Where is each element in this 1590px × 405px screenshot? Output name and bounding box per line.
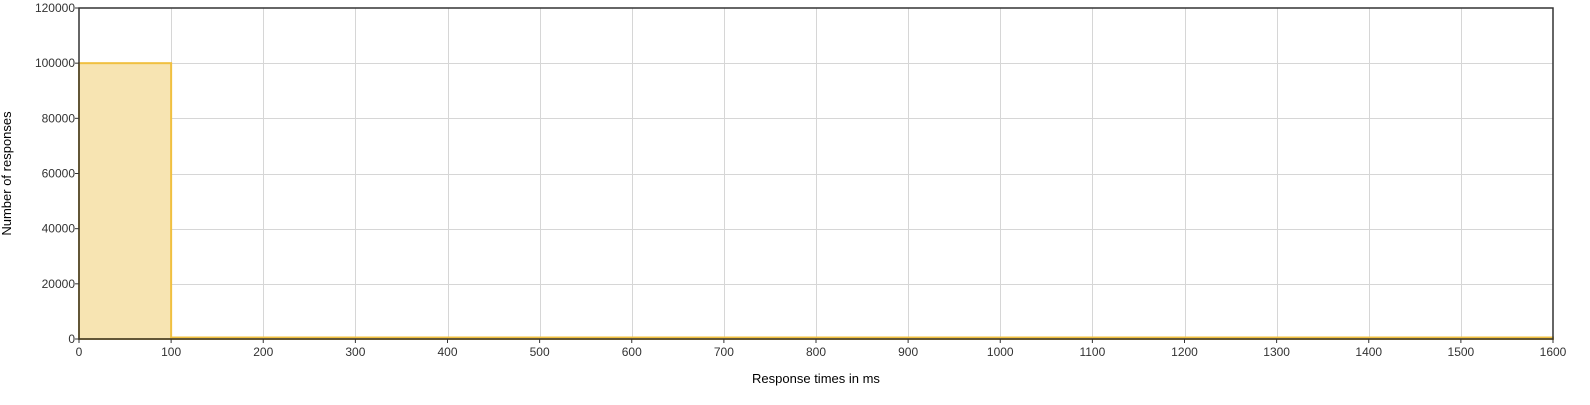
- x-tick-label: 900: [898, 345, 918, 359]
- y-tick-label: 100000: [35, 56, 75, 70]
- x-tick-label: 300: [345, 345, 365, 359]
- y-tick-label: 80000: [42, 111, 76, 125]
- x-tick-label: 1000: [987, 345, 1014, 359]
- x-tick-label: 800: [806, 345, 826, 359]
- grid: [79, 8, 1553, 339]
- x-tick-label: 700: [714, 345, 734, 359]
- x-tick-label: 1200: [1171, 345, 1198, 359]
- x-tick-label: 200: [253, 345, 273, 359]
- x-tick-label: 1400: [1355, 345, 1382, 359]
- x-tick-label: 400: [437, 345, 457, 359]
- x-tick-label: 1500: [1448, 345, 1475, 359]
- x-tick-label: 600: [622, 345, 642, 359]
- x-axis-title: Response times in ms: [752, 371, 880, 386]
- y-tick-label: 40000: [42, 222, 76, 236]
- y-tick-label: 20000: [42, 277, 76, 291]
- y-axis-title: Number of responses: [0, 111, 14, 236]
- x-tick-label: 0: [76, 345, 83, 359]
- x-tick-label: 1300: [1263, 345, 1290, 359]
- x-tick-label: 100: [161, 345, 181, 359]
- y-axis-ticks: 0 20000 40000 60000 80000 100000 120000: [35, 1, 79, 346]
- y-tick-label: 0: [68, 332, 75, 346]
- y-tick-label: 120000: [35, 1, 75, 15]
- histogram-bar: [78, 62, 173, 341]
- x-tick-label: 1600: [1540, 345, 1567, 359]
- x-tick-label: 500: [530, 345, 550, 359]
- y-tick-label: 60000: [42, 167, 76, 181]
- x-tick-label: 1100: [1079, 345, 1105, 359]
- x-axis-ticks: 0 100 200 300 400 500 600 700 800 900 1000 1100 1200…: [76, 339, 1567, 359]
